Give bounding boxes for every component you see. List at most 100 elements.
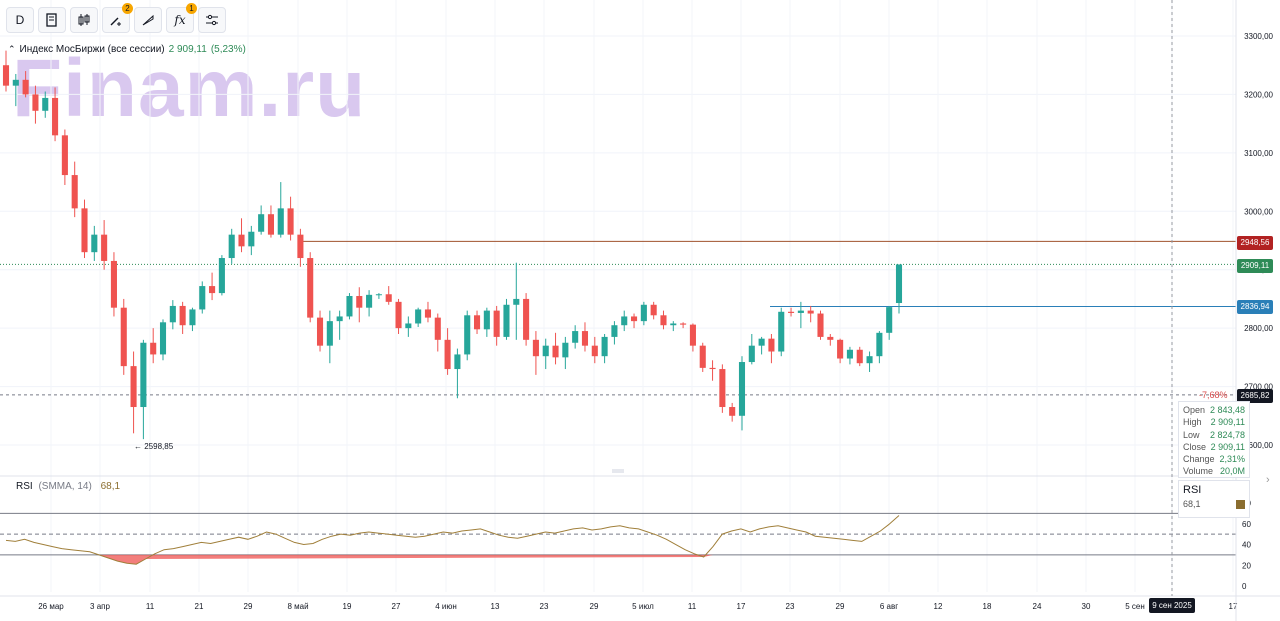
rsi-axis-label: 20 bbox=[1242, 561, 1251, 570]
candle-body bbox=[120, 307, 127, 367]
candle-body bbox=[366, 294, 373, 308]
candle-body bbox=[778, 311, 785, 352]
crosshair-price-tag: 2685,82 bbox=[1237, 389, 1273, 403]
date-axis-label: 19 bbox=[343, 602, 352, 611]
candle-body bbox=[209, 286, 216, 294]
candle-body bbox=[12, 79, 19, 86]
candle-body bbox=[385, 294, 392, 302]
candle-body bbox=[886, 307, 893, 333]
date-axis-label: 12 bbox=[934, 602, 943, 611]
candle-body bbox=[395, 301, 402, 329]
candle-body bbox=[758, 338, 765, 346]
price-axis-label: 3200,00 bbox=[1244, 90, 1273, 99]
ohlc-high-value: 2 909,11 bbox=[1210, 417, 1245, 428]
symbol-change: (5,23%) bbox=[210, 44, 246, 55]
symbol-legend[interactable]: ⌃ Индекс МосБиржи (все сессии) 2 909,11 … bbox=[8, 44, 246, 55]
candle-body bbox=[307, 258, 314, 318]
candle-body bbox=[415, 309, 422, 324]
date-axis-label: 24 bbox=[1033, 602, 1042, 611]
candle-body bbox=[503, 304, 510, 337]
date-axis-label: 11 bbox=[688, 602, 697, 611]
indicators-button[interactable]: fx 1 bbox=[166, 3, 197, 33]
date-axis-label: 5 сен bbox=[1125, 602, 1145, 611]
price-axis-label: 2600,00 bbox=[1244, 441, 1273, 450]
ohlc-low-row: Low 2 824,78 bbox=[1183, 429, 1245, 441]
candle-body bbox=[709, 367, 716, 370]
rsi-panel-value: 68,1 bbox=[1183, 499, 1201, 509]
collapse-chevron-icon[interactable]: ⌃ bbox=[8, 44, 16, 54]
candle-body bbox=[650, 304, 657, 316]
date-axis-label: 3 апр bbox=[90, 602, 110, 611]
date-axis-label: 5 июл bbox=[632, 602, 654, 611]
candle-body bbox=[729, 407, 736, 416]
candle-body bbox=[748, 345, 755, 363]
candle-body bbox=[424, 309, 432, 318]
low-price-label: ← 2598,85 bbox=[134, 442, 174, 451]
candle-body bbox=[856, 349, 863, 364]
drawing-tools-button[interactable]: 2 bbox=[102, 3, 133, 33]
candle-body bbox=[140, 342, 147, 408]
candle-body bbox=[336, 316, 343, 322]
settings-button[interactable] bbox=[198, 7, 226, 33]
sliders-icon bbox=[206, 14, 218, 26]
ohlc-low-value: 2 824,78 bbox=[1209, 429, 1245, 440]
candle-body bbox=[81, 208, 88, 253]
candle-type-button[interactable] bbox=[70, 7, 98, 33]
resistance-price-tag: 2948,56 bbox=[1237, 236, 1273, 250]
date-axis-label: 13 bbox=[491, 602, 500, 611]
candle-body bbox=[581, 331, 589, 346]
candle-body bbox=[61, 135, 68, 176]
measure-percent-label: -7,68% bbox=[1199, 390, 1228, 400]
candle-body bbox=[287, 208, 294, 235]
date-axis-label: 29 bbox=[244, 602, 253, 611]
candle-body bbox=[876, 332, 883, 357]
candle-body bbox=[817, 313, 824, 337]
candle-body bbox=[228, 234, 235, 259]
date-axis-label: 29 bbox=[836, 602, 845, 611]
ohlc-open-value: 2 843,48 bbox=[1209, 405, 1245, 415]
candle-body bbox=[601, 336, 608, 357]
interval-button[interactable]: D bbox=[6, 7, 34, 33]
chevron-right-icon[interactable]: › bbox=[1266, 474, 1270, 486]
candle-body bbox=[326, 321, 333, 346]
candle-body bbox=[513, 298, 520, 305]
candle-body bbox=[552, 345, 559, 358]
candle-body bbox=[827, 336, 834, 340]
candle-body bbox=[807, 310, 814, 314]
rsi-name: RSI bbox=[16, 481, 33, 492]
candle-body bbox=[130, 366, 137, 408]
date-axis-label: 6 авг bbox=[880, 602, 898, 611]
chart-toolbar: D 2 fx 1 bbox=[6, 3, 226, 33]
candle-body bbox=[71, 175, 78, 209]
candle-body bbox=[532, 339, 539, 357]
ruler-icon bbox=[142, 14, 154, 26]
symbol-price: 2 909,11 bbox=[168, 44, 207, 55]
candle-body bbox=[473, 315, 481, 330]
chart-settings-button[interactable] bbox=[38, 7, 66, 33]
candle-body bbox=[101, 234, 108, 261]
candle-body bbox=[640, 304, 647, 322]
ohlc-change-row: Change 2,31% bbox=[1183, 453, 1245, 465]
candle-body bbox=[179, 305, 186, 326]
rsi-legend[interactable]: RSI (SMMA, 14) 68,1 bbox=[16, 481, 120, 492]
candle-body bbox=[91, 234, 98, 253]
candle-body bbox=[32, 94, 39, 111]
date-axis-label: 23 bbox=[786, 602, 795, 611]
price-axis-label: 3300,00 bbox=[1244, 32, 1273, 41]
candle-body bbox=[660, 315, 667, 326]
candle-body bbox=[738, 362, 746, 416]
candle-body bbox=[689, 324, 696, 346]
date-axis-label: 18 bbox=[983, 602, 992, 611]
date-axis-label: 21 bbox=[195, 602, 204, 611]
candle-body bbox=[572, 331, 579, 343]
candle-body bbox=[199, 286, 206, 310]
candle-body bbox=[680, 323, 687, 325]
ohlc-volume-value: 20,0M bbox=[1219, 466, 1245, 477]
candle-body bbox=[895, 264, 903, 304]
candle-body bbox=[316, 317, 324, 346]
candle-body bbox=[277, 208, 284, 235]
candle-body bbox=[110, 260, 117, 308]
line-tool-button[interactable] bbox=[134, 7, 162, 33]
ohlc-high-row: High 2 909,11 bbox=[1183, 416, 1245, 428]
